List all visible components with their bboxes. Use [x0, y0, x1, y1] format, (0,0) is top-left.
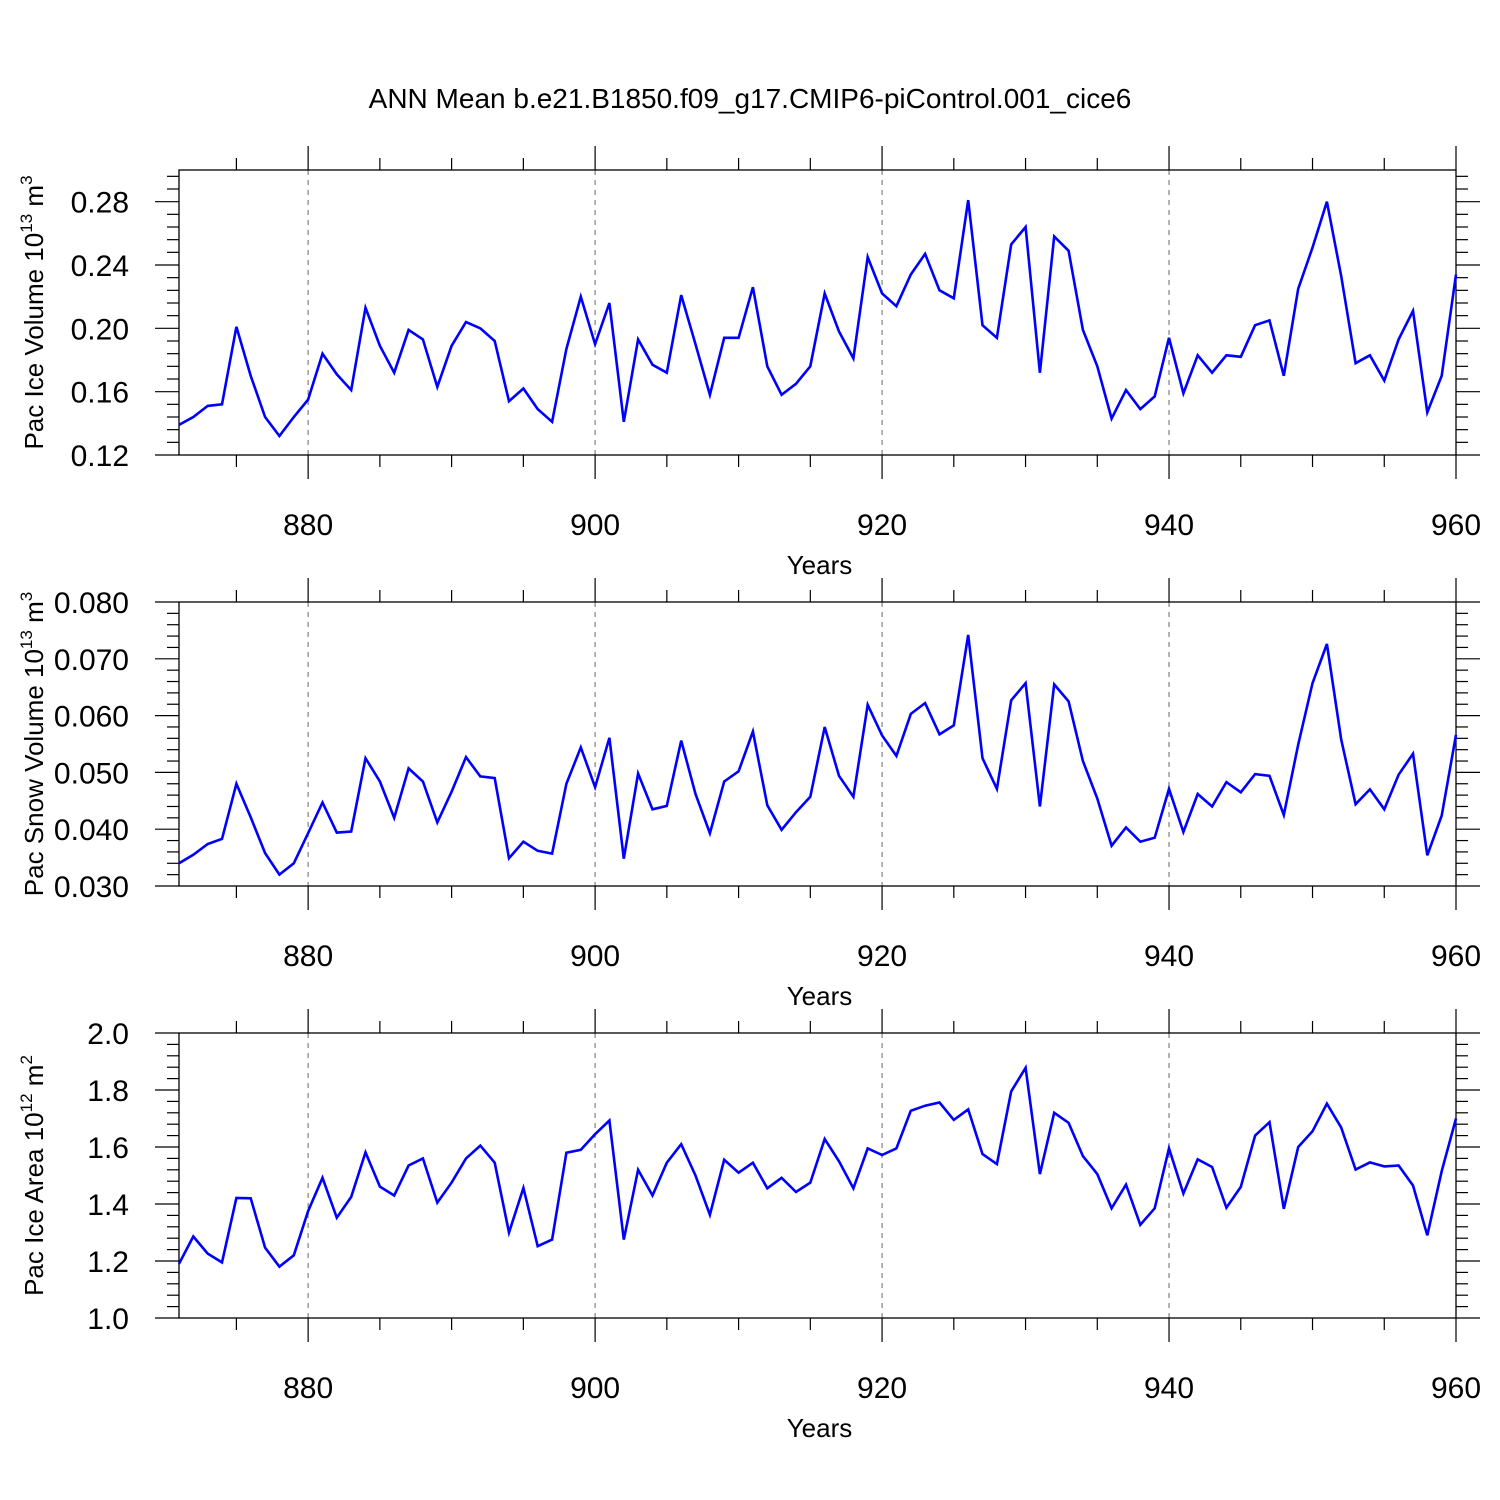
- series-line: [178, 199, 1458, 439]
- x-tick-label: 960: [1431, 940, 1481, 973]
- x-tick-label: 900: [570, 509, 620, 542]
- x-tick-label: 920: [857, 1372, 907, 1405]
- series-points: [178, 1067, 1457, 1267]
- x-tick-label: 940: [1144, 509, 1194, 542]
- panel-snow-volume: 880 900 920 940 960 0.030 0.040 0.050 0.060 0.070…: [17, 578, 1481, 1011]
- x-tick-label: 880: [283, 940, 333, 973]
- y-axis-label: Pac Ice Area 1012 m2: [17, 1055, 49, 1296]
- y-tick-label: 2.0: [87, 1018, 129, 1051]
- y-tick-label: 0.070: [54, 644, 129, 677]
- x-tick-label: 940: [1144, 940, 1194, 973]
- x-tick-label: 900: [570, 1372, 620, 1405]
- y-tick-label: 1.6: [87, 1132, 129, 1165]
- y-tick-label: 0.12: [71, 440, 129, 473]
- y-tick-label: 0.16: [71, 377, 129, 410]
- y-axis-label: Pac Snow Volume 1013 m3: [17, 592, 49, 896]
- x-tick-label: 940: [1144, 1372, 1194, 1405]
- x-axis-label: Years: [787, 981, 853, 1011]
- figure-title: ANN Mean b.e21.B1850.f09_g17.CMIP6-piCon…: [369, 83, 1132, 114]
- y-tick-label: 0.050: [54, 757, 129, 790]
- plot-frame: [178, 601, 1457, 887]
- y-tick-label: 0.060: [54, 701, 129, 734]
- y-tick-label: 0.040: [54, 814, 129, 847]
- x-tick-label: 880: [283, 1372, 333, 1405]
- series-line: [177, 1063, 1458, 1269]
- panel-ice-volume: 880 900 920 940 960 0.12 0.16 0.20 0.24 0.28 Years…: [17, 146, 1481, 580]
- series-points: [178, 634, 1457, 875]
- y-tick-label: 0.20: [71, 313, 129, 346]
- x-axis-label: Years: [787, 1413, 853, 1443]
- x-tick-label: 960: [1431, 509, 1481, 542]
- y-tick-label: 0.030: [54, 871, 129, 904]
- y-tick-label: 1.0: [87, 1303, 129, 1336]
- y-tick-label: 1.2: [87, 1246, 129, 1279]
- series-points: [178, 199, 1457, 437]
- x-tick-label: 960: [1431, 1372, 1481, 1405]
- y-tick-label: 1.8: [87, 1075, 129, 1108]
- x-tick-label: 880: [283, 509, 333, 542]
- series-line: [178, 634, 1458, 877]
- x-tick-label: 920: [857, 509, 907, 542]
- x-axis-label: Years: [787, 550, 853, 580]
- y-axis-label: Pac Ice Volume 1013 m3: [17, 175, 49, 449]
- y-tick-label: 0.28: [71, 187, 129, 220]
- panel-ice-area: 880 900 920 940 960 1.0 1.2 1.4 1.6 1.8 2.0 Years Pa…: [17, 1009, 1481, 1443]
- x-tick-label: 920: [857, 940, 907, 973]
- y-tick-label: 1.4: [87, 1189, 129, 1222]
- plot-frame: [178, 169, 1457, 456]
- x-tick-label: 900: [570, 940, 620, 973]
- y-tick-label: 0.24: [71, 250, 129, 283]
- y-tick-label: 0.080: [54, 587, 129, 620]
- plot-frame: [178, 1032, 1457, 1319]
